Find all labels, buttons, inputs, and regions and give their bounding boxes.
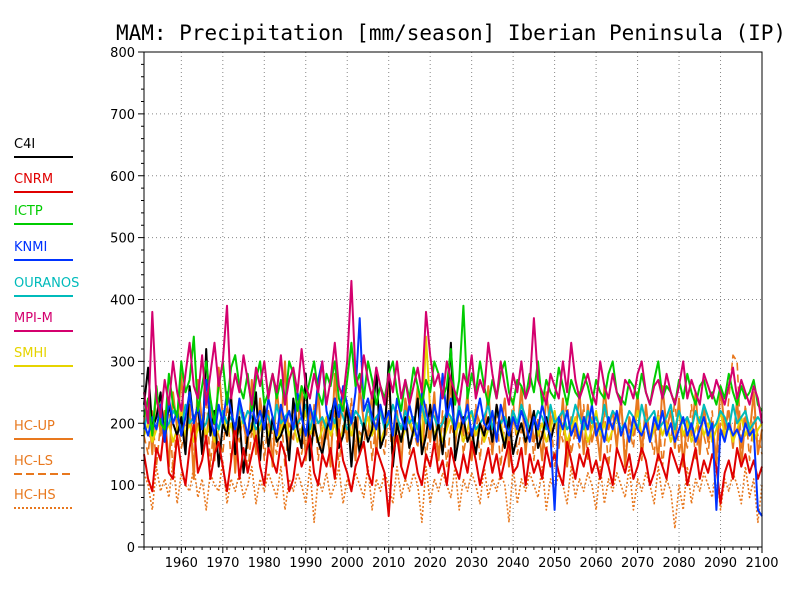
y-tick-label: 700 xyxy=(110,108,135,123)
legend-label-hc-up: HC-UP xyxy=(14,419,55,434)
series-line-knmi xyxy=(143,317,763,517)
x-tick-label: 2030 xyxy=(455,556,488,571)
x-tick-label: 1990 xyxy=(289,556,322,571)
x-tick-label: 1970 xyxy=(206,556,239,571)
legend-label-knmi: KNMI xyxy=(14,240,47,255)
x-tick-label: 2090 xyxy=(704,556,737,571)
series-line-cnrm xyxy=(143,422,763,518)
x-tick-label: 2040 xyxy=(497,556,530,571)
x-tick-label: 2000 xyxy=(331,556,364,571)
legend-label-smhi: SMHI xyxy=(14,346,47,361)
legend-label-mpi-m: MPI-M xyxy=(14,311,53,326)
legend-label-hc-ls: HC-LS xyxy=(14,454,53,469)
chart-title: MAM: Precipitation [mm/season] Iberian P… xyxy=(116,21,786,45)
y-tick-label: 800 xyxy=(110,46,135,61)
y-tick-label: 100 xyxy=(110,479,135,494)
legend: C4I CNRM ICTP KNMI OURANOS MPI-M SMHI HC-UP HC-L… xyxy=(14,137,79,509)
axes: 1960 1970 1980 1990 2000 2010 2020 2030 2040 2050… xyxy=(110,46,778,571)
grid xyxy=(144,52,762,547)
y-tick-label: 600 xyxy=(110,170,135,185)
y-tick-label: 0 xyxy=(127,541,135,556)
series-line-hc-hs xyxy=(143,459,763,530)
x-tick-label: 2020 xyxy=(414,556,447,571)
y-tick-label: 400 xyxy=(110,294,135,309)
x-tick-label: 2060 xyxy=(580,556,613,571)
x-tick-label: 2050 xyxy=(538,556,571,571)
x-tick-label: 2100 xyxy=(745,556,778,571)
x-tick-label: 2080 xyxy=(663,556,696,571)
legend-label-ouranos: OURANOS xyxy=(14,276,79,291)
y-tick-label: 200 xyxy=(110,417,135,432)
legend-label-c4i: C4I xyxy=(14,137,35,152)
series-lines xyxy=(143,279,763,530)
x-tick-label: 2010 xyxy=(372,556,405,571)
y-tick-label: 300 xyxy=(110,355,135,370)
x-tick-label: 1980 xyxy=(248,556,281,571)
legend-label-cnrm: CNRM xyxy=(14,172,53,187)
x-tick-label: 2070 xyxy=(621,556,654,571)
y-tick-label: 500 xyxy=(110,232,135,247)
series-line-mpi-m xyxy=(143,279,763,425)
legend-label-hc-hs: HC-HS xyxy=(14,488,56,503)
legend-label-ictp: ICTP xyxy=(14,204,43,219)
x-tick-label: 1960 xyxy=(165,556,198,571)
